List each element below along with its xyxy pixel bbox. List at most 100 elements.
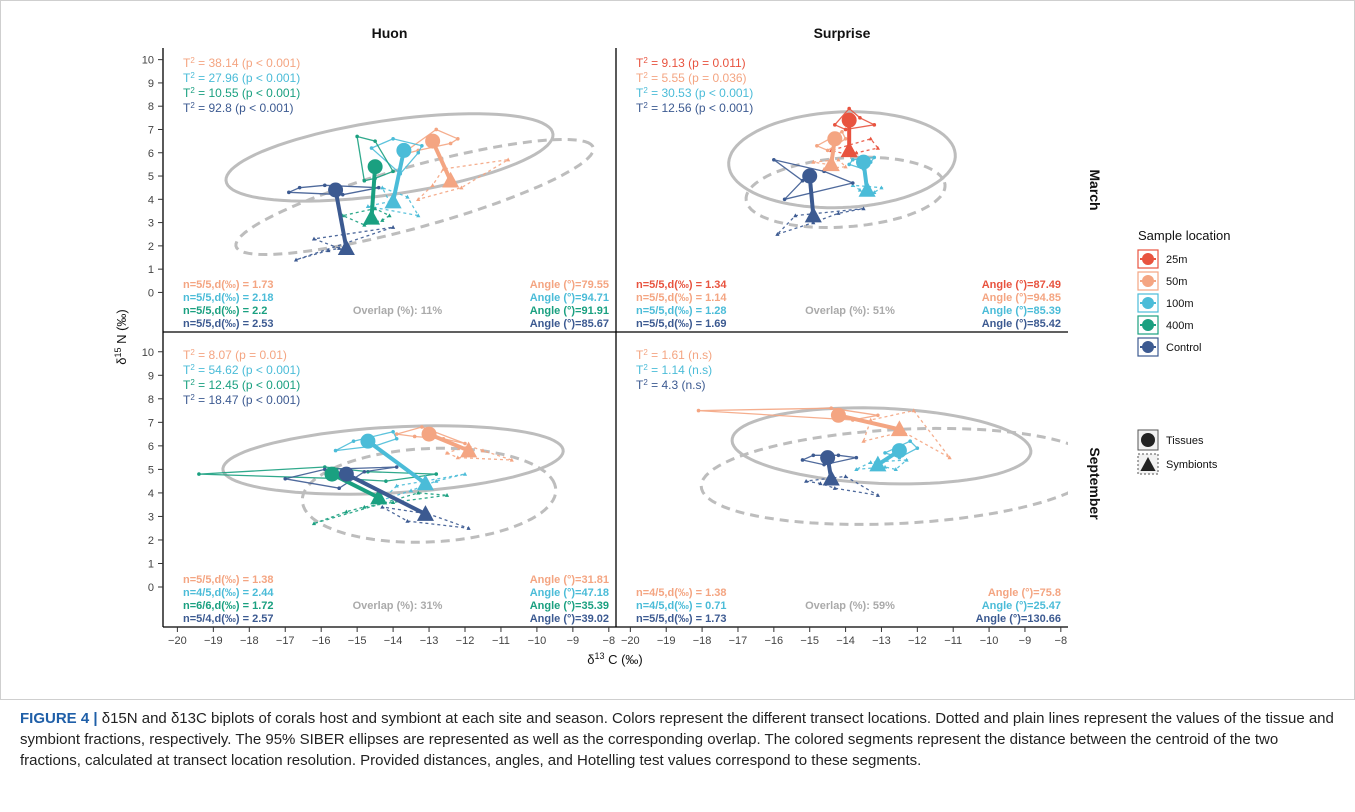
centroid-segment-100m (366, 439, 427, 486)
point-tissue-control (850, 181, 855, 185)
y-tick-label: 2 (148, 535, 154, 547)
overlap-label: Overlap (%): 59% (805, 600, 895, 612)
centroid-tissue-control (328, 182, 344, 198)
y-tick-label: 10 (142, 347, 154, 359)
point-symbiont-50m (509, 457, 514, 462)
point-symbiont-control (843, 474, 848, 479)
point-tissue-100m (420, 143, 424, 148)
t2-label: T2 = 30.53 (p < 0.001) (636, 86, 753, 101)
legend-swatch-dot (1142, 253, 1154, 265)
centroid-symbiont-100m (416, 474, 435, 491)
y-tick-label: 9 (148, 78, 154, 90)
angle-label: Angle (°)=25.47 (982, 600, 1061, 612)
point-tissue-50m (456, 136, 460, 141)
ellipse-symbiont (699, 426, 1068, 526)
point-tissue-100m (351, 439, 356, 443)
point-tissue-400m (197, 472, 201, 476)
centroid-symbiont-50m (822, 155, 840, 172)
point-symbiont-100m (850, 183, 855, 187)
hull-tissue-control (773, 159, 855, 201)
figure-caption: FIGURE 4 | δ15N and δ13C biplots of cora… (20, 708, 1340, 771)
point-tissue-50m (840, 130, 844, 134)
point-tissue-100m (872, 155, 877, 160)
point-tissue-400m (355, 134, 359, 139)
centroid-symbiont-400m (370, 488, 388, 505)
y-tick-label: 1 (148, 264, 154, 276)
point-tissue-50m (434, 127, 439, 132)
y-tick-label: 6 (148, 148, 154, 160)
x-tick-label: −13 (872, 635, 891, 647)
row-label: September (1087, 447, 1103, 520)
hull-tissue-25m (833, 107, 877, 131)
centroid-symbiont-50m (460, 441, 478, 458)
point-symbiont-50m (861, 438, 866, 443)
y-tick-label: 0 (148, 582, 154, 594)
point-symbiont-50m (843, 164, 848, 169)
point-tissue-400m (434, 472, 439, 476)
point-symbiont-control (337, 245, 342, 250)
point-symbiont-400m (416, 490, 421, 495)
point-symbiont-100m (434, 478, 439, 483)
biplot-chart: T2 = 38.14 (p < 0.001)T2 = 27.96 (p < 0.… (113, 25, 1231, 667)
ellipse-symbiont (300, 446, 558, 544)
ellipse-tissue (727, 110, 957, 210)
y-tick-label: 9 (148, 370, 154, 382)
column-label: Huon (372, 25, 408, 41)
point-tissue-25m (833, 123, 837, 127)
centroid-symbiont-100m (384, 192, 402, 209)
point-tissue-400m (373, 139, 377, 143)
point-symbiont-50m (480, 448, 486, 453)
x-tick-label: −19 (657, 635, 676, 647)
point-symbiont-100m (854, 467, 859, 472)
legend-swatch-dot (1142, 341, 1154, 353)
point-tissue-50m (825, 148, 830, 153)
angle-label: Angle (°)=130.66 (976, 613, 1061, 625)
x-tick-label: −18 (240, 635, 259, 647)
x-tick-label: −10 (980, 635, 999, 647)
point-symbiont-control (380, 504, 385, 509)
t2-label: T2 = 38.14 (p < 0.001) (183, 56, 300, 71)
point-symbiont-100m (904, 457, 909, 462)
centroid-symbiont-25m (840, 141, 858, 158)
overlap-label: Overlap (%): 31% (353, 600, 443, 612)
point-symbiont-control (875, 493, 880, 497)
panel-surprise-september: T2 = 1.61 (n.s)T2 = 1.14 (n.s)T2 = 4.3 (… (636, 348, 1068, 625)
point-symbiont-100m (416, 213, 421, 218)
t2-label: T2 = 1.61 (n.s) (636, 348, 712, 363)
x-tick-label: −11 (492, 635, 510, 647)
y-tick-label: 7 (148, 417, 154, 429)
legend-item-label: Control (1166, 342, 1201, 354)
hull-tissue-control (800, 454, 857, 466)
centroid-tissue-400m (367, 159, 383, 175)
point-tissue-25m (872, 123, 877, 127)
point-symbiont-control (775, 232, 780, 236)
distance-label: n=4/5,d(‰) = 2.44 (183, 587, 274, 599)
distance-label: n=5/5,d(‰) = 2.18 (183, 292, 273, 304)
ellipse-tissue (221, 424, 565, 496)
point-symbiont-100m (408, 488, 414, 493)
t2-label: T2 = 9.13 (p = 0.011) (636, 56, 746, 71)
point-tissue-100m (850, 157, 855, 162)
t2-label: T2 = 12.45 (p < 0.001) (183, 378, 300, 393)
angle-label: Angle (°)=75.8 (988, 587, 1061, 599)
point-tissue-control (836, 453, 841, 458)
y-tick-label: 4 (148, 488, 154, 500)
point-tissue-50m (696, 408, 701, 413)
point-symbiont-50m (416, 197, 421, 201)
point-symbiont-50m (444, 450, 450, 455)
x-tick-label: −18 (693, 635, 712, 647)
point-tissue-100m (416, 150, 421, 155)
centroid-tissue-400m (324, 466, 340, 482)
point-symbiont-50m (811, 159, 816, 164)
x-tick-label: −16 (765, 635, 784, 647)
point-symbiont-100m (879, 185, 884, 190)
centroid-tissue-50m (425, 133, 441, 149)
angle-label: Angle (°)=35.39 (530, 600, 609, 612)
distance-label: n=5/5,d(‰) = 1.38 (183, 574, 273, 586)
y-tick-label: 5 (148, 171, 154, 183)
point-tissue-control (362, 469, 367, 474)
overlap-label: Overlap (%): 11% (353, 305, 442, 317)
y-tick-label: 3 (148, 511, 154, 523)
hull-symbiont-400m (340, 207, 391, 226)
point-tissue-control (376, 185, 381, 190)
